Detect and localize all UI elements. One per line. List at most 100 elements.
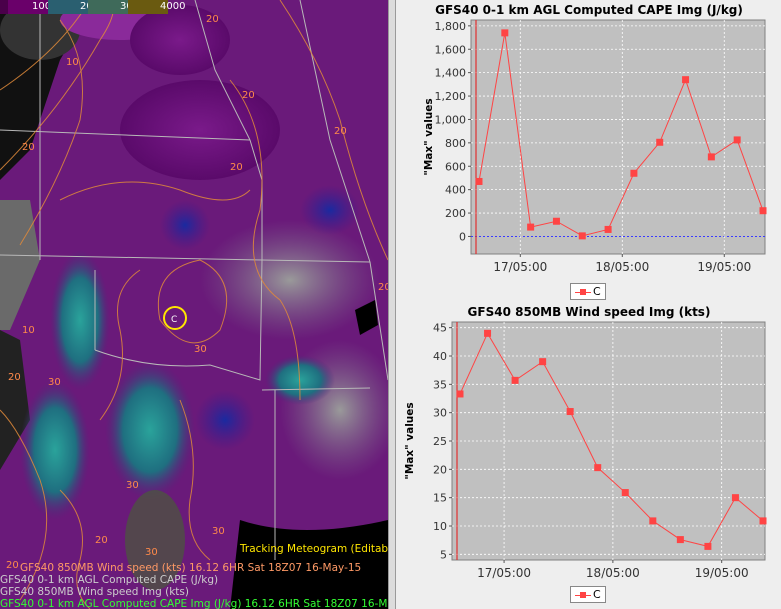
y-tick-label: 25 — [433, 435, 447, 448]
cape-max-region — [20, 380, 90, 520]
contour-label: 20 — [6, 560, 19, 571]
y-tick-label: 200 — [445, 207, 466, 220]
data-point[interactable] — [501, 29, 509, 37]
colorbar-segment: 2000 — [48, 0, 105, 14]
y-tick-label: 0 — [459, 230, 466, 243]
colorbar-segment — [0, 0, 8, 14]
colorbar-segment: 1000 — [8, 0, 57, 14]
y-tick-label: 15 — [433, 492, 447, 505]
y-axis-label: "Max" values — [423, 98, 435, 175]
y-tick-label: 1,800 — [435, 20, 467, 33]
y-tick-label: 30 — [433, 407, 447, 420]
data-point[interactable] — [456, 390, 464, 398]
series-line — [459, 332, 764, 547]
colorbar-label: 1000 — [32, 1, 58, 12]
data-point[interactable] — [656, 138, 664, 146]
data-point[interactable] — [682, 76, 690, 84]
cape-max-region — [105, 360, 195, 500]
data-point[interactable] — [511, 376, 519, 384]
cape-min-region — [300, 185, 360, 235]
y-tick-label: 600 — [445, 160, 466, 173]
data-point[interactable] — [733, 136, 741, 144]
contour-label: 30 — [48, 377, 61, 388]
data-point[interactable] — [630, 169, 638, 177]
split-pane-divider[interactable] — [388, 0, 396, 609]
data-point[interactable] — [578, 232, 586, 240]
y-tick-label: 35 — [433, 378, 447, 391]
cape-field — [120, 80, 280, 180]
masked-region — [355, 300, 378, 335]
y-tick-label: 10 — [433, 520, 447, 533]
wind-contours — [0, 0, 388, 609]
series-swatch-icon — [575, 288, 591, 296]
contour-label: 20 — [230, 162, 243, 173]
legend-line: GFS40 0-1 km AGL Computed CAPE (J/kg) — [0, 574, 219, 586]
cape-field — [130, 5, 230, 75]
x-tick-label: 17/05:00 — [493, 260, 547, 274]
y-tick-label: 1,200 — [435, 90, 467, 103]
contour-label: 20 — [378, 282, 388, 293]
cape-chart: 0 200 400 600 800 1,000 1,200 1,400 1,600 1,800 17… — [423, 19, 767, 274]
data-point[interactable] — [676, 536, 684, 544]
data-point[interactable] — [621, 489, 629, 497]
data-point[interactable] — [707, 153, 715, 161]
cape-min-region — [195, 390, 255, 450]
station-marker-label: C — [171, 315, 177, 325]
wind-chart: 5 10 15 20 25 30 35 40 45 17/05:00 18/05:00 19/05:0… — [404, 321, 767, 580]
data-point[interactable] — [759, 207, 767, 215]
colorbar: 1000 2000 3000 4000 — [0, 0, 185, 14]
plot-area — [470, 19, 766, 255]
series-swatch-icon — [575, 591, 591, 599]
gulf-water — [230, 520, 388, 609]
legend-label: C — [593, 588, 601, 601]
contour-label: 20 — [8, 372, 21, 383]
map-canvas[interactable]: 20 10 20 20 20 20 30 30 20 30 20 30 20 2… — [0, 0, 388, 609]
masked-region — [0, 330, 30, 470]
data-point[interactable] — [731, 494, 739, 502]
overlay-title: Tracking Meteogram (Editable) — [239, 543, 388, 555]
cape-max-region — [50, 250, 110, 390]
contour-label: 20 — [334, 126, 347, 137]
legend-line: GFS40 850MB Wind speed (kts) 16.12 6HR S… — [20, 562, 362, 574]
data-point[interactable] — [539, 358, 547, 366]
state-borders — [0, 0, 388, 560]
x-tick-label: 17/05:00 — [477, 566, 531, 580]
data-point[interactable] — [552, 217, 560, 225]
data-point[interactable] — [604, 225, 612, 233]
contour-label: 20 — [206, 14, 219, 25]
contour-label: 10 — [22, 325, 35, 336]
x-tick-label: 18/05:00 — [595, 260, 649, 274]
colorbar-segment: 4000 — [128, 0, 185, 14]
y-tick-label: 800 — [445, 137, 466, 150]
contour-label: 30 — [194, 344, 207, 355]
map-legend: GFS40 850MB Wind speed (kts) 16.12 6HR S… — [0, 540, 388, 609]
chart-title: GFS40 0-1 km AGL Computed CAPE Img (J/kg… — [435, 3, 743, 17]
data-point[interactable] — [704, 542, 712, 550]
data-point[interactable] — [484, 329, 492, 337]
data-point[interactable] — [475, 177, 483, 185]
cape-max-region — [125, 490, 185, 590]
data-point[interactable] — [527, 223, 535, 231]
data-point[interactable] — [649, 517, 657, 525]
contour-label: 30 — [145, 547, 158, 558]
map-display[interactable]: 20 10 20 20 20 20 30 30 20 30 20 30 20 2… — [0, 0, 388, 609]
colorbar-segment: 3000 — [88, 0, 145, 14]
station-marker-icon[interactable] — [163, 306, 187, 330]
chart-legend: C — [570, 586, 606, 603]
y-tick-label: 45 — [433, 322, 447, 335]
contour-label: 20 — [22, 142, 35, 153]
y-axis-label: "Max" values — [404, 402, 416, 479]
contour-label: 10 — [66, 57, 79, 68]
y-tick-label: 5 — [440, 548, 447, 561]
y-tick-label: 1,400 — [435, 67, 467, 80]
low-cape-region — [0, 200, 40, 330]
x-tick-label: 18/05:00 — [586, 566, 640, 580]
legend-line: GFS40 850MB Wind speed Img (kts) — [0, 586, 189, 598]
series-line — [478, 32, 764, 237]
data-point[interactable] — [566, 408, 574, 416]
wind-meteogram-panel: GFS40 850MB Wind speed Img (kts) 5 10 15 20… — [397, 305, 781, 609]
chart-legend: C — [570, 283, 606, 300]
data-point[interactable] — [594, 464, 602, 472]
data-point[interactable] — [759, 517, 767, 525]
y-tick-label: 20 — [433, 463, 447, 476]
